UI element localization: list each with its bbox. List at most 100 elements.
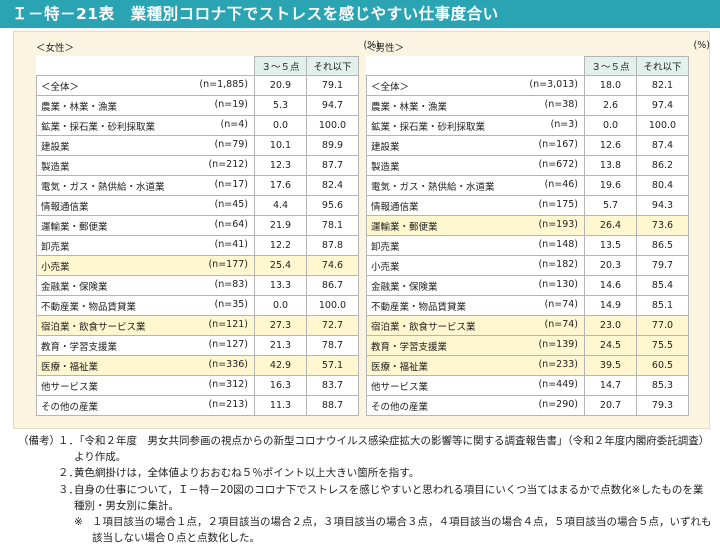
female-table-body: ＜全体＞ (n=1,885) 20.9 79.1 農業・林業・漁業 (n=19) 5.3 94… <box>36 75 359 416</box>
industry-cell: 金融業・保険業 (n=83) <box>36 275 255 296</box>
value-below: 100.0 <box>306 295 359 316</box>
sample-size: (n=177) <box>208 259 248 270</box>
sample-size: (n=1,885) <box>199 79 248 90</box>
col-header-3to5: ３～５点 <box>584 56 637 76</box>
female-section: ＜女性＞ (%) ３～５点 それ以下 ＜全体＞ (n=1,885) 20.9 79.1… <box>36 38 383 416</box>
value-below: 80.4 <box>636 175 689 196</box>
industry-cell: 医療・福祉業 (n=336) <box>36 355 255 376</box>
note-item: ３． 自身の仕事について，Ｉ－特－20図のコロナ下でストレスを感じやすいと思われ… <box>18 482 713 514</box>
value-below: 87.8 <box>306 235 359 256</box>
table-row: 卸売業 (n=148) 13.5 86.5 <box>366 235 689 256</box>
sample-size: (n=3,013) <box>529 79 578 90</box>
note-sub-mark: ※ <box>74 516 83 529</box>
sample-size: (n=35) <box>214 299 248 310</box>
table-row: 情報通信業 (n=175) 5.7 94.3 <box>366 195 689 216</box>
table-row: 宿泊業・飲食サービス業 (n=74) 23.0 77.0 <box>366 315 689 336</box>
industry-cell: 製造業 (n=212) <box>36 155 255 176</box>
industry-name: 農業・林業・漁業 <box>371 101 448 113</box>
sample-size: (n=19) <box>214 99 248 110</box>
value-3to5: 14.9 <box>584 295 637 316</box>
sample-size: (n=130) <box>538 279 578 290</box>
value-below: 95.6 <box>306 195 359 216</box>
table-row: 建設業 (n=79) 10.1 89.9 <box>36 135 359 156</box>
note-sub-item: ※ １項目該当の場合１点，２項目該当の場合２点，３項目該当の場合３点，４項目該当… <box>18 514 713 546</box>
table-row: 金融業・保険業 (n=83) 13.3 86.7 <box>36 275 359 296</box>
industry-name: 建設業 <box>371 141 400 153</box>
col-header-3to5: ３～５点 <box>254 56 307 76</box>
value-3to5: 11.3 <box>254 395 307 416</box>
industry-name: 教育・学習支援業 <box>371 341 448 353</box>
industry-name: 不動産業・物品賃貸業 <box>41 301 137 313</box>
industry-cell: その他の産業 (n=290) <box>366 395 585 416</box>
value-3to5: 12.2 <box>254 235 307 256</box>
table-row: 医療・福祉業 (n=336) 42.9 57.1 <box>36 355 359 376</box>
value-below: 100.0 <box>306 115 359 136</box>
corner-cell <box>366 56 585 76</box>
table-row: 教育・学習支援業 (n=139) 24.5 75.5 <box>366 335 689 356</box>
value-3to5: 14.7 <box>584 375 637 396</box>
value-below: 85.3 <box>636 375 689 396</box>
value-below: 86.7 <box>306 275 359 296</box>
industry-cell: 農業・林業・漁業 (n=19) <box>36 95 255 116</box>
value-below: 79.7 <box>636 255 689 276</box>
value-3to5: 18.0 <box>584 75 637 96</box>
value-below: 83.7 <box>306 375 359 396</box>
industry-name: 建設業 <box>41 141 70 153</box>
value-3to5: 17.6 <box>254 175 307 196</box>
value-below: 97.4 <box>636 95 689 116</box>
value-3to5: 23.0 <box>584 315 637 336</box>
table-row: 不動産業・物品賃貸業 (n=74) 14.9 85.1 <box>366 295 689 316</box>
industry-name: 卸売業 <box>371 241 400 253</box>
value-3to5: 12.3 <box>254 155 307 176</box>
value-below: 100.0 <box>636 115 689 136</box>
industry-cell: 金融業・保険業 (n=130) <box>366 275 585 296</box>
table-row: ＜全体＞ (n=1,885) 20.9 79.1 <box>36 75 359 96</box>
table-row: その他の産業 (n=290) 20.7 79.3 <box>366 395 689 416</box>
value-3to5: 20.9 <box>254 75 307 96</box>
note-item: （備考） １． 「令和２年度 男女共同参画の視点からの新型コロナウイルス感染症拡… <box>18 433 713 465</box>
industry-name: 他サービス業 <box>371 381 429 393</box>
industry-cell: 情報通信業 (n=175) <box>366 195 585 216</box>
industry-cell: 農業・林業・漁業 (n=38) <box>366 95 585 116</box>
value-3to5: 12.6 <box>584 135 637 156</box>
industry-name: 情報通信業 <box>41 201 89 213</box>
industry-cell: 建設業 (n=79) <box>36 135 255 156</box>
industry-name: 金融業・保険業 <box>41 281 108 293</box>
sample-size: (n=148) <box>538 239 578 250</box>
industry-cell: 鉱業・採石業・砂利採取業 (n=3) <box>366 115 585 136</box>
value-3to5: 19.6 <box>584 175 637 196</box>
sample-size: (n=45) <box>214 199 248 210</box>
table-row: 情報通信業 (n=45) 4.4 95.6 <box>36 195 359 216</box>
table-row: 電気・ガス・熱供給・水道業 (n=17) 17.6 82.4 <box>36 175 359 196</box>
value-3to5: 27.3 <box>254 315 307 336</box>
value-3to5: 13.5 <box>584 235 637 256</box>
value-3to5: 13.3 <box>254 275 307 296</box>
value-below: 89.9 <box>306 135 359 156</box>
table-row: 宿泊業・飲食サービス業 (n=121) 27.3 72.7 <box>36 315 359 336</box>
note-item: ２． 黄色網掛けは，全体値よりおおむね５％ポイント以上大きい箇所を指す。 <box>18 465 713 481</box>
note-text: 自身の仕事について，Ｉ－特－20図のコロナ下でストレスを感じやすいと思われる項目… <box>74 483 704 512</box>
value-3to5: 24.5 <box>584 335 637 356</box>
table-row: 不動産業・物品賃貸業 (n=35) 0.0 100.0 <box>36 295 359 316</box>
sample-size: (n=79) <box>214 139 248 150</box>
industry-name: その他の産業 <box>371 401 429 413</box>
value-below: 78.7 <box>306 335 359 356</box>
table-row: その他の産業 (n=213) 11.3 88.7 <box>36 395 359 416</box>
industry-cell: 卸売業 (n=41) <box>36 235 255 256</box>
table-row: 農業・林業・漁業 (n=38) 2.6 97.4 <box>366 95 689 116</box>
sample-size: (n=233) <box>538 359 578 370</box>
industry-name: ＜全体＞ <box>41 81 80 93</box>
sample-size: (n=4) <box>220 119 248 130</box>
value-3to5: 16.3 <box>254 375 307 396</box>
value-below: 87.7 <box>306 155 359 176</box>
value-3to5: 42.9 <box>254 355 307 376</box>
industry-cell: 情報通信業 (n=45) <box>36 195 255 216</box>
notes-tag: （備考） <box>18 435 60 447</box>
sample-size: (n=336) <box>208 359 248 370</box>
value-below: 85.1 <box>636 295 689 316</box>
value-3to5: 4.4 <box>254 195 307 216</box>
industry-cell: その他の産業 (n=213) <box>36 395 255 416</box>
industry-cell: 不動産業・物品賃貸業 (n=35) <box>36 295 255 316</box>
industry-name: 製造業 <box>41 161 70 173</box>
value-below: 72.7 <box>306 315 359 336</box>
